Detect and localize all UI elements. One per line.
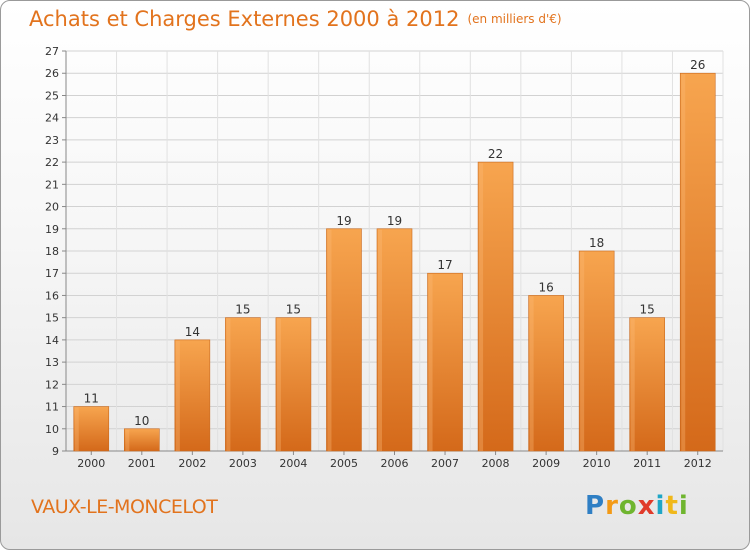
y-tick-label: 15 xyxy=(45,312,59,325)
x-tick-label-2002: 2002 xyxy=(178,457,206,470)
bar-2000 xyxy=(73,406,110,452)
bars xyxy=(73,72,716,452)
bar-highlight xyxy=(226,318,231,451)
bar-highlight xyxy=(327,229,332,451)
x-tick-label-2006: 2006 xyxy=(381,457,409,470)
y-tick-label: 12 xyxy=(45,378,59,391)
y-tick-label: 17 xyxy=(45,267,59,280)
y-tick-label: 21 xyxy=(45,178,59,191)
value-label-2000: 11 xyxy=(84,392,99,406)
value-label-2002: 14 xyxy=(185,325,200,339)
bar-2006 xyxy=(376,228,413,452)
bar-highlight xyxy=(428,274,433,451)
bar-highlight xyxy=(479,163,484,451)
bar-2011 xyxy=(629,317,665,452)
value-label-2003: 15 xyxy=(235,303,250,317)
bar-highlight xyxy=(529,296,534,451)
bar-2012 xyxy=(679,72,716,452)
bar-highlight xyxy=(74,407,79,451)
bar-highlight xyxy=(630,318,635,451)
bar-2005 xyxy=(326,228,362,452)
labels: 11 10 14 15 15 19 19 17 22 16 18 15 26 xyxy=(84,58,706,428)
y-tick-label: 22 xyxy=(45,156,59,169)
y-tick-label: 9 xyxy=(52,445,59,458)
y-tick-label: 19 xyxy=(45,223,59,236)
commune-name: VAUX-LE-MONCELOT xyxy=(31,496,218,518)
bar-highlight xyxy=(276,318,281,451)
x-tick-label-2001: 2001 xyxy=(128,457,156,470)
chart-title: Achats et Charges Externes 2000 à 2012 (e… xyxy=(29,7,562,31)
y-tick-label: 25 xyxy=(45,89,59,102)
y-tick-label: 18 xyxy=(45,245,59,258)
chart-title-text: Achats et Charges Externes 2000 à 2012 xyxy=(29,7,460,31)
value-label-2001: 10 xyxy=(134,414,149,428)
x-tick-label-2004: 2004 xyxy=(279,457,307,470)
bar-2009 xyxy=(528,295,564,452)
x-tick-label-2007: 2007 xyxy=(431,457,459,470)
y-tick-label: 24 xyxy=(45,112,59,125)
y-tick-label: 27 xyxy=(45,45,59,58)
x-tick-label-2000: 2000 xyxy=(77,457,105,470)
bar-highlight xyxy=(378,229,382,451)
bar-2007 xyxy=(427,272,463,452)
y-tick-label: 11 xyxy=(45,401,59,414)
y-tick-label: 26 xyxy=(45,67,59,80)
bar-2001 xyxy=(124,428,160,452)
x-tick-label-2005: 2005 xyxy=(330,457,358,470)
value-label-2010: 18 xyxy=(589,236,604,250)
bar-2003 xyxy=(225,317,261,452)
proxiti-logo: Proxiti xyxy=(585,491,689,521)
x-tick-label-2012: 2012 xyxy=(684,457,712,470)
y-tick-label: 23 xyxy=(45,134,59,147)
value-label-2011: 15 xyxy=(640,303,655,317)
bar-2008 xyxy=(477,161,514,452)
value-label-2007: 17 xyxy=(437,258,452,272)
bar-highlight xyxy=(175,340,180,451)
value-label-2004: 15 xyxy=(286,303,301,317)
y-tick-label: 14 xyxy=(45,334,59,347)
value-label-2009: 16 xyxy=(538,280,553,294)
x-tick-label-2010: 2010 xyxy=(583,457,611,470)
bar-2010 xyxy=(578,250,615,452)
value-label-2005: 19 xyxy=(336,214,351,228)
bar-2002 xyxy=(174,339,211,452)
x-tick-label-2009: 2009 xyxy=(532,457,560,470)
y-tick-label: 20 xyxy=(45,201,59,214)
value-label-2006: 19 xyxy=(387,214,402,228)
y-tick-label: 13 xyxy=(45,356,59,369)
bar-2004 xyxy=(275,317,312,452)
y-tick-label: 16 xyxy=(45,289,59,302)
x-tick-label-2003: 2003 xyxy=(229,457,257,470)
y-tick-label: 10 xyxy=(45,423,59,436)
bar-highlight xyxy=(681,74,686,451)
value-label-2012: 26 xyxy=(690,58,705,72)
bar-highlight xyxy=(125,429,130,451)
bar-highlight xyxy=(580,252,585,451)
value-label-2008: 22 xyxy=(488,147,503,161)
chart-unit: (en milliers d'€) xyxy=(467,12,562,26)
x-tick-label-2011: 2011 xyxy=(633,457,661,470)
x-tick-label-2008: 2008 xyxy=(482,457,510,470)
